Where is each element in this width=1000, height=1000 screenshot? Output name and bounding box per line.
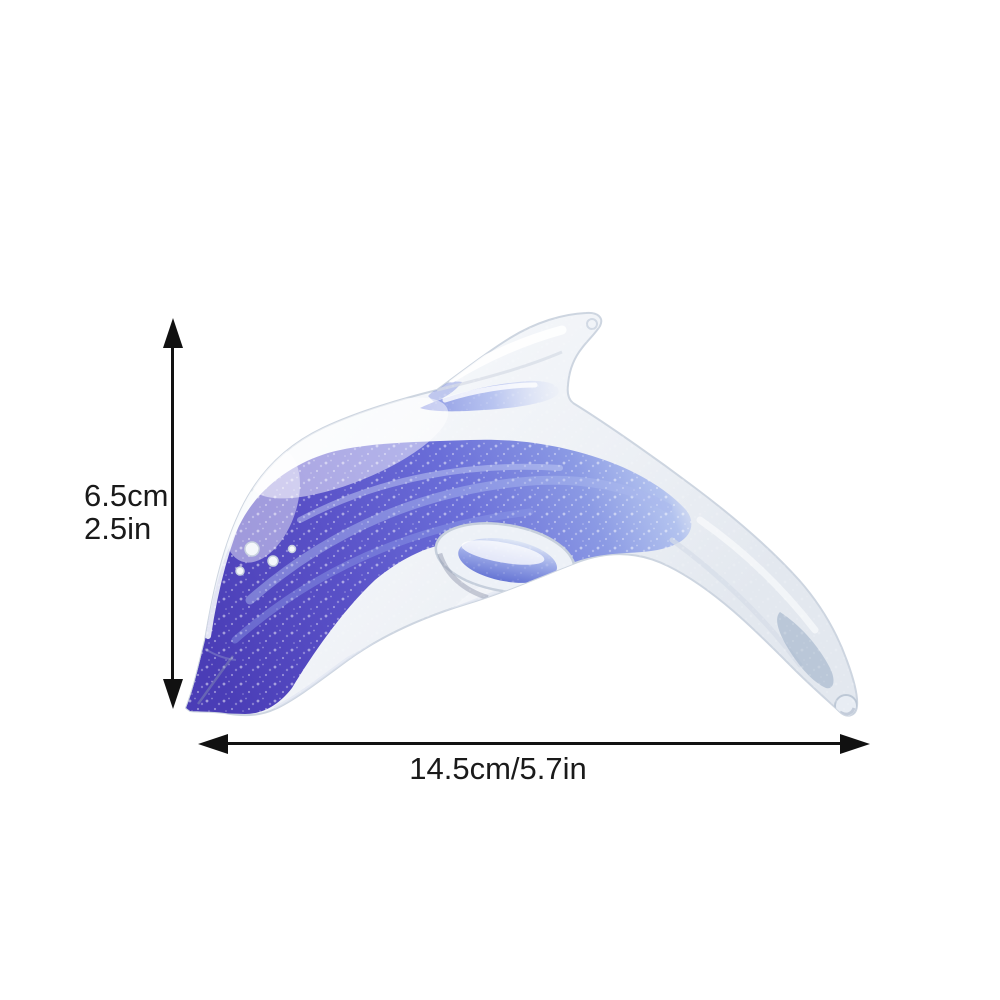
height-cm-text: 6.5cm [84, 478, 169, 513]
width-dimension-label: 14.5cm/5.7in [409, 751, 587, 786]
dolphin-glass-details [186, 312, 858, 716]
arrowhead-up-icon [162, 318, 183, 348]
width-dimension-arrow [198, 731, 870, 756]
height-inch-text: 2.5in [84, 511, 152, 546]
horizontal-dimension-line [221, 742, 847, 745]
arrowhead-right-icon [840, 733, 870, 754]
height-dimension-label: 6.5cm 2.5in [84, 479, 168, 545]
vertical-dimension-line [171, 341, 174, 686]
height-dimension-arrow [160, 318, 185, 709]
arrowhead-left-icon [198, 733, 228, 754]
arrowhead-down-icon [162, 679, 183, 709]
